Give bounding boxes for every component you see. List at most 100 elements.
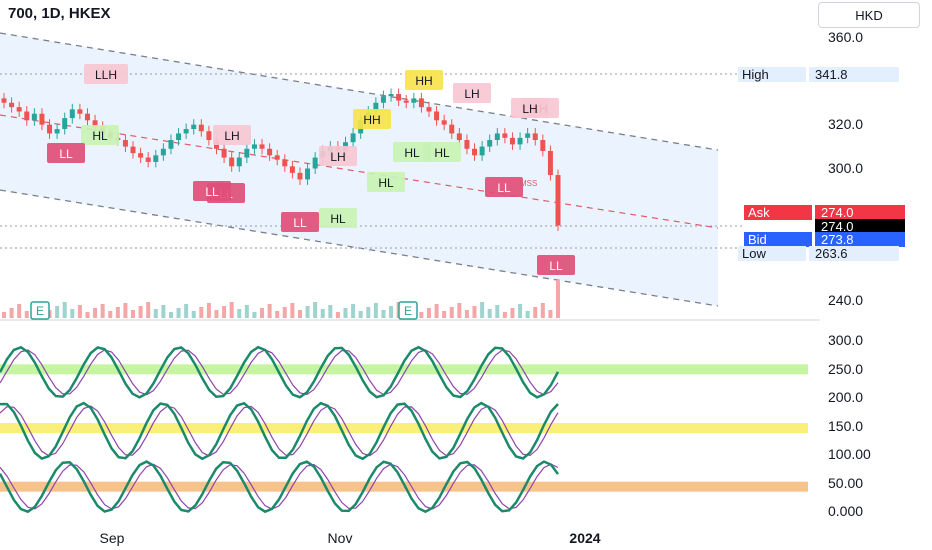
candle-body [380,96,386,103]
swing-label-box [193,181,231,201]
volume-bar [442,311,447,318]
volume-bar [502,312,507,318]
candle-body [479,146,485,156]
volume-bar [17,304,22,318]
stat-ask: Ask 274.0 [744,205,905,220]
oscillator-tick-label: 150.0 [828,418,863,434]
candle-body [305,168,311,180]
volume-bar [480,302,485,318]
candle-body [198,124,204,132]
volume-bar [426,308,431,318]
candle-body [525,133,531,138]
candle-body [426,107,432,112]
volume-bar [138,306,143,318]
volume-bar [62,302,67,318]
volume-bar [320,309,325,318]
channel-lower-line [0,189,719,307]
volume-bar [487,309,492,318]
volume-bar [518,304,523,318]
swing-label-box [423,142,461,162]
candle-body [555,175,561,226]
volume-bar [464,310,469,318]
volume-bar [85,312,90,318]
candle-body [312,157,318,169]
candle-body [84,113,90,121]
candle-body [160,148,166,156]
volume-bar [100,304,105,318]
mss-annotation: MSS [520,179,537,188]
currency-button[interactable]: HKD [818,2,920,28]
volume-bar [556,280,560,318]
date-tick-label: Sep [100,530,125,546]
candle-body [54,129,60,134]
oscillator-tick-label: 200.0 [828,389,863,405]
volume-bar [389,306,394,318]
symbol-title[interactable]: 700, 1D, HKEX [8,5,111,22]
swing-label-box [281,212,319,232]
volume-bar [244,305,249,318]
volume-bar [176,308,181,318]
volume-bar [222,306,227,318]
stat-low-value: 263.6 [809,246,899,261]
swing-label-text: HL [92,129,108,143]
swing-label-text: LL [497,181,511,195]
date-tick-label: Nov [328,530,353,546]
candle-body [153,155,159,162]
candle-body [434,111,440,121]
oscillator-tick-label: 0.000 [828,503,863,519]
volume-bars [2,280,560,318]
volume-bar [495,305,500,318]
volume-bar [282,307,287,318]
candle-body [1,98,7,103]
oscillator-tick-label: 250.0 [828,361,863,377]
volume-bar [328,305,333,318]
oscillator-zone [0,423,808,433]
candle-body [289,166,295,173]
swing-label-text: HH [415,74,432,88]
volume-bar [9,308,14,318]
candle-body [138,153,144,158]
swing-label-text: LH [330,150,345,164]
candle-body [168,140,174,149]
swing-label-text: HL [378,176,394,190]
candle-body [69,109,75,119]
volume-bar [229,302,234,318]
candle-body [540,140,546,151]
candle-body [464,140,470,149]
swing-labels: LLHHLLLLHLLLHLLLHLLHLHHHLHHHLLHHLLHLLLLM… [30,64,575,320]
swing-label-text: LH [224,129,239,143]
swing-label-box [393,142,431,162]
candle-body [9,102,15,108]
stat-high: High 341.8 [738,67,899,82]
earnings-marker-text: E [404,304,412,318]
candle-body [502,133,508,138]
volume-bar [335,312,340,318]
volume-bar [525,311,530,318]
volume-bar [343,308,348,318]
swing-label-text: LLH [95,68,117,82]
stat-ask-value: 274.0 [815,205,905,220]
oscillator-signal-line [0,463,559,510]
stat-low-label: Low [738,246,806,261]
candle-body [350,133,356,143]
price-tick-label: 300.0 [828,160,863,176]
swing-label-text: HH [363,113,380,127]
volume-bar [161,305,166,318]
volume-bar [275,311,280,318]
swing-label-text: LH [522,102,537,116]
earnings-marker-text: E [36,304,44,318]
candle-body [176,133,182,141]
stat-ask-label: Ask [744,205,812,220]
candle-body [206,131,212,141]
volume-bar [77,305,82,318]
swing-label-box [319,146,357,166]
candle-body [16,107,22,112]
candle-body [487,140,493,147]
volume-bar [533,307,538,318]
stat-last: 274.0 [744,219,905,234]
grid [0,73,820,321]
volume-bar [123,303,128,318]
candle-body [229,157,235,167]
stat-low: Low 263.6 [738,246,899,261]
